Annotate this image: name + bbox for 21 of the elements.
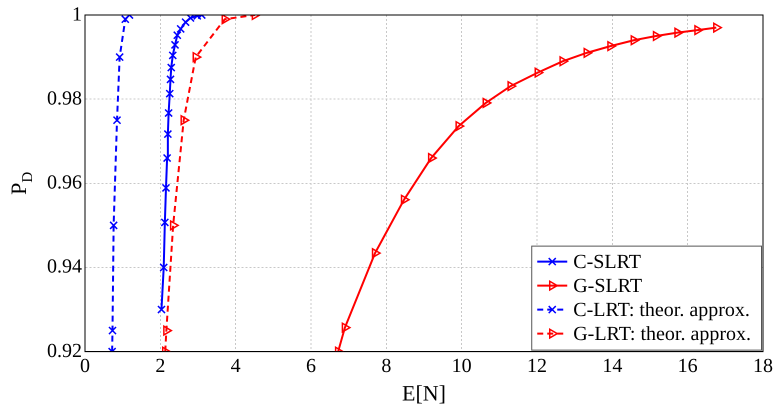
x-tick-label: 14 bbox=[602, 354, 622, 377]
legend-label: C-LRT: theor. approx. bbox=[573, 298, 750, 321]
x-tick-label: 0 bbox=[80, 354, 90, 377]
x-tick-label: 6 bbox=[306, 354, 316, 377]
legend-label: C-SLRT bbox=[573, 250, 641, 273]
y-tick-label: 0.96 bbox=[47, 172, 82, 194]
y-tick-label: 1 bbox=[72, 3, 82, 26]
x-tick-label: 8 bbox=[381, 354, 392, 377]
y-axis-title: PD bbox=[6, 172, 36, 195]
x-tick-label: 16 bbox=[678, 354, 698, 377]
y-tick-label: 0.98 bbox=[47, 87, 82, 110]
y-tick-label: 0.92 bbox=[47, 340, 82, 362]
x-tick-label: 2 bbox=[155, 354, 166, 377]
x-tick-label: 10 bbox=[452, 354, 472, 377]
y-tick-label: 0.94 bbox=[47, 256, 82, 278]
legend-label: G-SLRT bbox=[573, 274, 642, 297]
x-tick-label: 4 bbox=[230, 354, 241, 377]
x-tick-label: 18 bbox=[753, 354, 773, 377]
x-tick-label: 12 bbox=[527, 354, 547, 377]
legend-label: G-LRT: theor. approx. bbox=[573, 322, 751, 345]
x-axis-title: E[N] bbox=[402, 380, 446, 406]
